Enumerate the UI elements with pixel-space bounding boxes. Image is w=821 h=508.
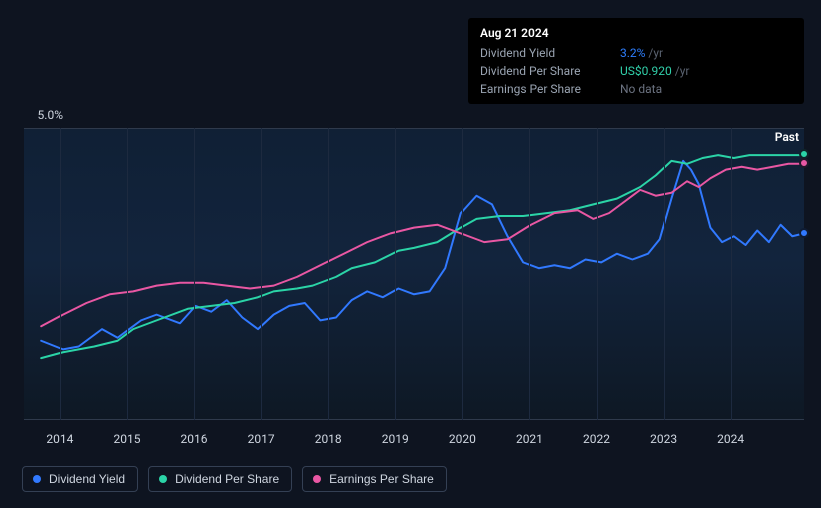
tooltip-row-value: 3.2% /yr — [620, 44, 792, 62]
legend-dot-icon — [313, 475, 321, 483]
legend-dot-icon — [159, 475, 167, 483]
x-axis-label: 2022 — [583, 432, 610, 446]
x-axis-label: 2021 — [516, 432, 543, 446]
x-axis-label: 2017 — [248, 432, 275, 446]
chart-plot-area[interactable] — [24, 128, 804, 420]
series-endpoint-marker — [799, 228, 809, 238]
legend-label: Dividend Per Share — [175, 472, 279, 486]
chart-svg — [24, 129, 804, 419]
legend: Dividend Yield Dividend Per Share Earnin… — [22, 466, 447, 492]
tooltip-table: Dividend Yield 3.2% /yr Dividend Per Sha… — [480, 44, 792, 98]
x-axis-label: 2018 — [315, 432, 342, 446]
tooltip-date: Aug 21 2024 — [480, 26, 792, 40]
legend-item-dividend-yield[interactable]: Dividend Yield — [22, 466, 138, 492]
tooltip-box: Aug 21 2024 Dividend Yield 3.2% /yr Divi… — [468, 18, 804, 104]
table-row: Dividend Per Share US$0.920 /yr — [480, 62, 792, 80]
table-row: Dividend Yield 3.2% /yr — [480, 44, 792, 62]
x-axis-label: 2016 — [181, 432, 208, 446]
x-axis-label: 2020 — [449, 432, 476, 446]
x-axis-label: 2015 — [113, 432, 140, 446]
past-label: Past — [775, 130, 799, 144]
legend-item-earnings-per-share[interactable]: Earnings Per Share — [302, 466, 447, 492]
tooltip-row-label: Earnings Per Share — [480, 80, 620, 98]
tooltip-row-value: No data — [620, 80, 792, 98]
x-axis-label: 2014 — [46, 432, 73, 446]
tooltip-row-label: Dividend Yield — [480, 44, 620, 62]
y-axis-label-max: 5.0% — [23, 108, 63, 122]
x-axis-label: 2023 — [650, 432, 677, 446]
x-axis-label: 2024 — [717, 432, 744, 446]
legend-label: Earnings Per Share — [329, 472, 434, 486]
x-axis-label: 2019 — [382, 432, 409, 446]
legend-item-dividend-per-share[interactable]: Dividend Per Share — [148, 466, 292, 492]
series-endpoint-marker — [799, 158, 809, 168]
legend-dot-icon — [33, 475, 41, 483]
tooltip-row-label: Dividend Per Share — [480, 62, 620, 80]
legend-label: Dividend Yield — [49, 472, 125, 486]
table-row: Earnings Per Share No data — [480, 80, 792, 98]
tooltip-row-value: US$0.920 /yr — [620, 62, 792, 80]
